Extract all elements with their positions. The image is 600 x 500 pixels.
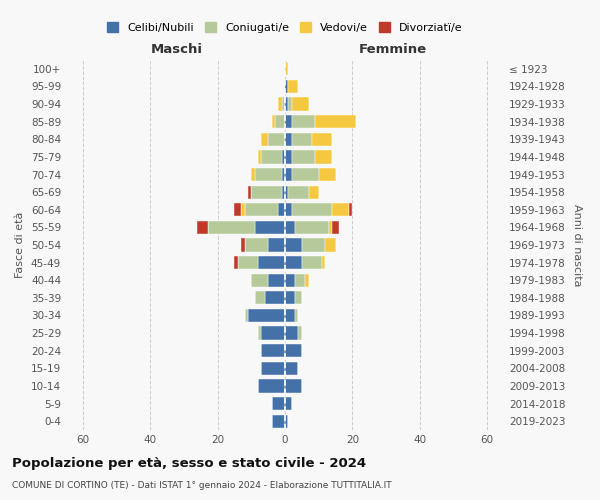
Text: Maschi: Maschi (151, 44, 203, 57)
Bar (312, 132, 332, 146)
Bar (251, 186, 281, 198)
Bar (272, 115, 275, 128)
Bar (295, 291, 302, 304)
Bar (285, 256, 302, 269)
Bar (258, 326, 262, 340)
Bar (197, 221, 208, 234)
Bar (275, 115, 285, 128)
Bar (332, 203, 349, 216)
Bar (295, 274, 305, 287)
Bar (285, 274, 295, 287)
Bar (281, 150, 285, 164)
Legend: Celibi/Nubili, Coniugati/e, Vedovi/e, Divorziatï/e: Celibi/Nubili, Coniugati/e, Vedovi/e, Di… (103, 18, 467, 37)
Bar (285, 168, 292, 181)
Bar (285, 221, 295, 234)
Bar (285, 291, 295, 304)
Bar (285, 98, 289, 110)
Bar (248, 309, 285, 322)
Bar (302, 256, 322, 269)
Bar (316, 115, 356, 128)
Bar (285, 115, 292, 128)
Bar (265, 291, 285, 304)
Bar (245, 238, 268, 252)
Bar (292, 132, 312, 146)
Bar (292, 150, 316, 164)
Bar (285, 150, 292, 164)
Bar (319, 168, 335, 181)
Bar (262, 132, 268, 146)
Bar (254, 291, 265, 304)
Bar (285, 362, 298, 375)
Bar (248, 186, 251, 198)
Bar (262, 150, 281, 164)
Bar (285, 380, 302, 392)
Bar (285, 62, 289, 76)
Bar (285, 414, 289, 428)
Bar (245, 309, 248, 322)
Bar (258, 256, 285, 269)
Bar (285, 186, 289, 198)
Bar (258, 380, 285, 392)
Bar (325, 238, 335, 252)
Bar (298, 326, 302, 340)
Text: Popolazione per età, sesso e stato civile - 2024: Popolazione per età, sesso e stato civil… (12, 458, 366, 470)
Bar (251, 274, 268, 287)
Y-axis label: Fasce di età: Fasce di età (16, 212, 25, 278)
Bar (295, 221, 329, 234)
Bar (278, 203, 285, 216)
Bar (254, 168, 281, 181)
Text: COMUNE DI CORTINO (TE) - Dati ISTAT 1° gennaio 2024 - Elaborazione TUTTITALIA.IT: COMUNE DI CORTINO (TE) - Dati ISTAT 1° g… (12, 481, 392, 490)
Bar (289, 98, 292, 110)
Bar (272, 397, 285, 410)
Bar (272, 414, 285, 428)
Bar (305, 274, 308, 287)
Bar (292, 203, 332, 216)
Bar (322, 256, 325, 269)
Bar (285, 326, 298, 340)
Bar (235, 256, 238, 269)
Bar (289, 186, 308, 198)
Text: Femmine: Femmine (359, 44, 427, 57)
Bar (285, 344, 302, 358)
Bar (254, 221, 285, 234)
Bar (268, 238, 285, 252)
Bar (285, 238, 302, 252)
Bar (292, 115, 316, 128)
Bar (285, 80, 289, 93)
Bar (241, 238, 245, 252)
Bar (278, 98, 281, 110)
Bar (268, 274, 285, 287)
Bar (245, 203, 278, 216)
Bar (292, 168, 319, 181)
Bar (262, 362, 285, 375)
Bar (289, 80, 298, 93)
Bar (208, 221, 254, 234)
Bar (302, 238, 325, 252)
Bar (262, 326, 285, 340)
Bar (258, 150, 262, 164)
Bar (308, 186, 319, 198)
Bar (251, 168, 254, 181)
Bar (238, 256, 258, 269)
Bar (235, 203, 241, 216)
Bar (262, 344, 285, 358)
Bar (281, 168, 285, 181)
Bar (316, 150, 332, 164)
Bar (281, 186, 285, 198)
Bar (268, 132, 285, 146)
Bar (329, 221, 332, 234)
Bar (285, 397, 292, 410)
Bar (281, 98, 285, 110)
Bar (241, 203, 245, 216)
Bar (332, 221, 339, 234)
Bar (285, 203, 292, 216)
Bar (285, 132, 292, 146)
Bar (285, 309, 295, 322)
Bar (292, 98, 308, 110)
Bar (295, 309, 298, 322)
Y-axis label: Anni di nascita: Anni di nascita (572, 204, 582, 286)
Bar (349, 203, 352, 216)
